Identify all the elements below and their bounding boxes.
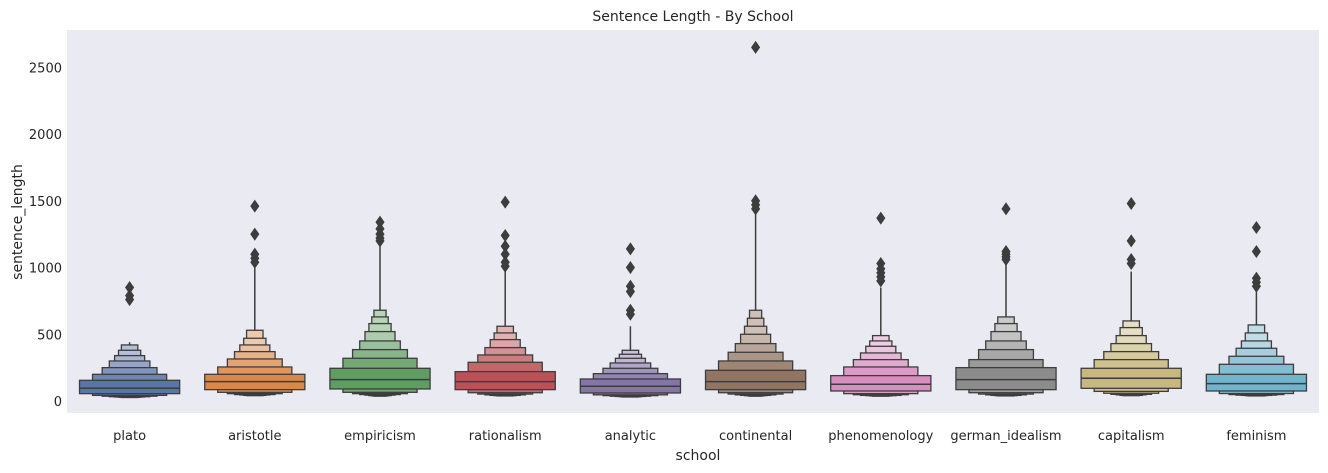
boxen-level	[830, 374, 932, 392]
y-tick-label: 2500	[29, 61, 62, 76]
boxen-rationalism	[454, 195, 556, 397]
y-tick-label: 0	[54, 395, 62, 410]
outlier-point	[625, 261, 635, 275]
x-tick-label: continental	[719, 429, 792, 444]
outlier-point	[125, 293, 135, 307]
outlier-point	[1001, 253, 1011, 267]
outlier-point	[1126, 257, 1136, 271]
boxen-level	[454, 370, 556, 391]
outlier-point	[1126, 234, 1136, 248]
x-tick-label: german_idealism	[950, 429, 1061, 444]
outlier-point	[250, 255, 260, 269]
x-axis-ticks: plato aristotle empiricism rationalism analy…	[113, 429, 1286, 444]
outlier-point	[876, 274, 886, 288]
boxen-level	[78, 379, 181, 395]
boxen-level	[1205, 373, 1308, 392]
outlier-point	[375, 234, 385, 248]
boxen-feminism	[1205, 220, 1308, 397]
outlier-point	[500, 259, 510, 273]
y-axis-label: sentence_length	[10, 164, 26, 280]
y-tick-label: 1500	[29, 195, 62, 210]
outlier-point	[1001, 202, 1011, 216]
outlier-point	[1251, 279, 1261, 293]
x-tick-label: analytic	[605, 429, 656, 444]
x-tick-label: plato	[113, 429, 146, 444]
y-tick-label: 2000	[29, 128, 62, 143]
outlier-point	[250, 199, 260, 213]
outlier-point	[1251, 245, 1261, 259]
outlier-point	[500, 195, 510, 209]
outlier-point	[751, 40, 761, 54]
y-axis-ticks: 0 500 1000 1500 2000 2500	[29, 61, 62, 410]
boxen-continental	[704, 40, 807, 397]
boxen-capitalism	[1080, 196, 1182, 397]
outlier-point	[876, 211, 886, 225]
boxen-marks	[78, 40, 1308, 399]
x-tick-label: aristotle	[228, 429, 281, 444]
outlier-point	[625, 307, 635, 321]
x-tick-label: rationalism	[469, 429, 542, 444]
y-tick-label: 1000	[29, 262, 62, 277]
boxen-german_idealism	[955, 202, 1057, 397]
boxen-plato	[78, 281, 181, 399]
boxen-level	[329, 367, 431, 390]
x-tick-label: empiricism	[344, 429, 416, 444]
outlier-point	[751, 202, 761, 216]
boxen-level	[704, 369, 807, 391]
outlier-point	[1126, 196, 1136, 211]
outlier-point	[250, 227, 260, 241]
boxen-empiricism	[329, 215, 431, 397]
x-axis-label: school	[676, 448, 721, 464]
chart-title: Sentence Length - By School	[592, 9, 793, 25]
outlier-point	[625, 285, 635, 299]
boxen-level	[955, 366, 1057, 391]
boxen-aristotle	[204, 199, 306, 397]
outlier-point	[625, 242, 635, 256]
outlier-point	[1251, 220, 1261, 235]
boxen-phenomenology	[830, 211, 932, 397]
x-tick-label: feminism	[1226, 429, 1286, 444]
x-tick-label: phenomenology	[828, 429, 933, 444]
boxen-analytic	[579, 242, 682, 398]
y-tick-label: 500	[37, 328, 62, 343]
x-tick-label: capitalism	[1098, 429, 1165, 444]
